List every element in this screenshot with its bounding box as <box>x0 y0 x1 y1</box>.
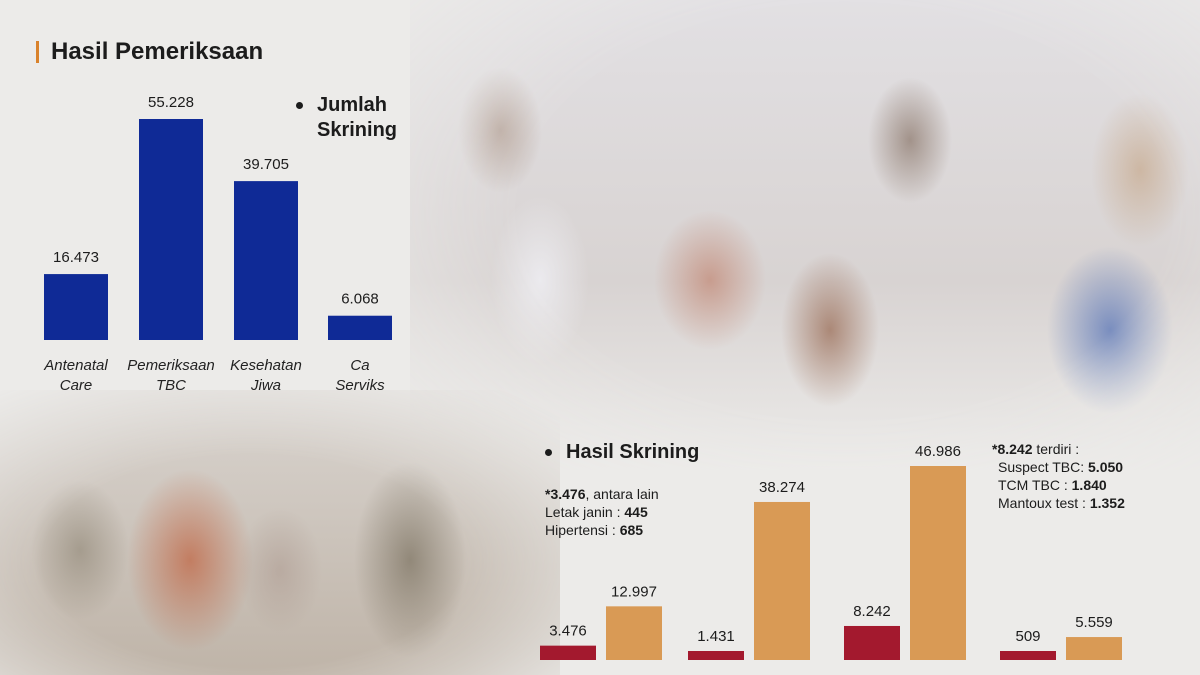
page-title-text: Hasil Pemeriksaan <box>51 38 264 65</box>
category-label: Serviks <box>335 377 385 394</box>
data-label: 6.068 <box>341 291 379 308</box>
data-label: 8.242 <box>853 603 891 620</box>
category-label: Kesehatan <box>230 357 302 374</box>
data-label: 5.559 <box>1075 614 1113 631</box>
data-label: 55.228 <box>148 94 194 111</box>
bar <box>44 274 108 340</box>
bullet-dot-icon <box>545 449 552 457</box>
category-label: Jiwa <box>250 377 281 394</box>
bar <box>910 466 966 660</box>
data-label: 38.274 <box>759 479 805 496</box>
category-label: Ca <box>350 357 369 374</box>
bar <box>754 501 810 660</box>
category-label: Care <box>60 377 93 394</box>
bar <box>540 645 596 660</box>
note-line: Suspect TBC: 5.050 <box>998 459 1124 475</box>
hasil-skrining-label: Hasil Skrining <box>545 440 699 465</box>
title-accent-bar <box>36 41 39 63</box>
page-title: Hasil Pemeriksaan <box>36 38 263 66</box>
category-label: Pemeriksaan <box>127 357 215 374</box>
data-label: 46.986 <box>915 443 961 460</box>
bar <box>1000 651 1056 660</box>
note-line: Mantoux test : 1.352 <box>998 495 1125 511</box>
bullet-dot-icon <box>296 102 303 110</box>
background-photo-bottom <box>0 390 560 675</box>
bar <box>606 606 662 660</box>
data-label: 3.476 <box>549 623 587 640</box>
bar <box>139 119 203 340</box>
data-label: 12.997 <box>611 583 657 600</box>
data-label: 16.473 <box>53 249 99 266</box>
data-label: 1.431 <box>697 628 735 645</box>
bar <box>844 625 900 660</box>
data-label: 39.705 <box>243 156 289 173</box>
bar <box>688 651 744 660</box>
bar <box>234 181 298 340</box>
category-label: Antenatal <box>43 357 108 374</box>
bar <box>328 315 392 340</box>
note-antenatal: *3.476, antara lain Letak janin : 445 Hi… <box>545 486 659 538</box>
bar <box>1066 637 1122 660</box>
note-line: TCM TBC : 1.840 <box>998 477 1107 493</box>
jumlah-skrining-label: Jumlah Skrining <box>296 93 417 143</box>
data-label: 509 <box>1015 628 1040 645</box>
note-line: Hipertensi : 685 <box>545 522 644 538</box>
note-tbc: *8.242 terdiri : Suspect TBC: 5.050 TCM … <box>992 441 1125 511</box>
note-line: Letak janin : 445 <box>545 504 648 520</box>
category-label: TBC <box>156 377 186 394</box>
